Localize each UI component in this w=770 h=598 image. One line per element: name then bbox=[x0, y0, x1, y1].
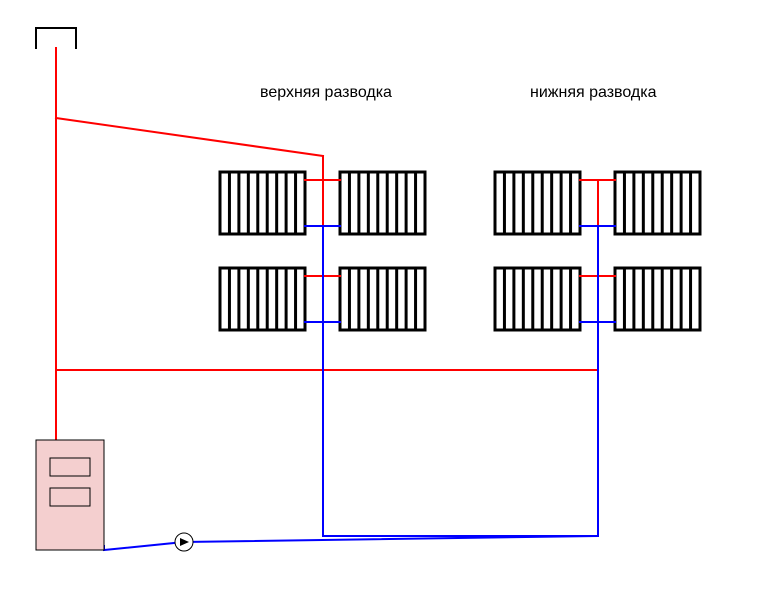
expansion-tank-icon bbox=[36, 28, 76, 48]
radiator-upper-bot-left bbox=[220, 268, 305, 330]
radiator-upper-bot-right bbox=[340, 268, 425, 330]
radiator-upper-top-left bbox=[220, 172, 305, 234]
radiator-lower-top-left bbox=[495, 172, 580, 234]
label-lower-distribution: нижняя разводка bbox=[530, 84, 657, 102]
radiator-lower-bot-left bbox=[495, 268, 580, 330]
radiator-upper-top-right bbox=[340, 172, 425, 234]
radiator-lower-bot-right bbox=[615, 268, 700, 330]
label-upper-distribution: верхняя разводка bbox=[260, 84, 392, 102]
radiator-lower-top-right bbox=[615, 172, 700, 234]
